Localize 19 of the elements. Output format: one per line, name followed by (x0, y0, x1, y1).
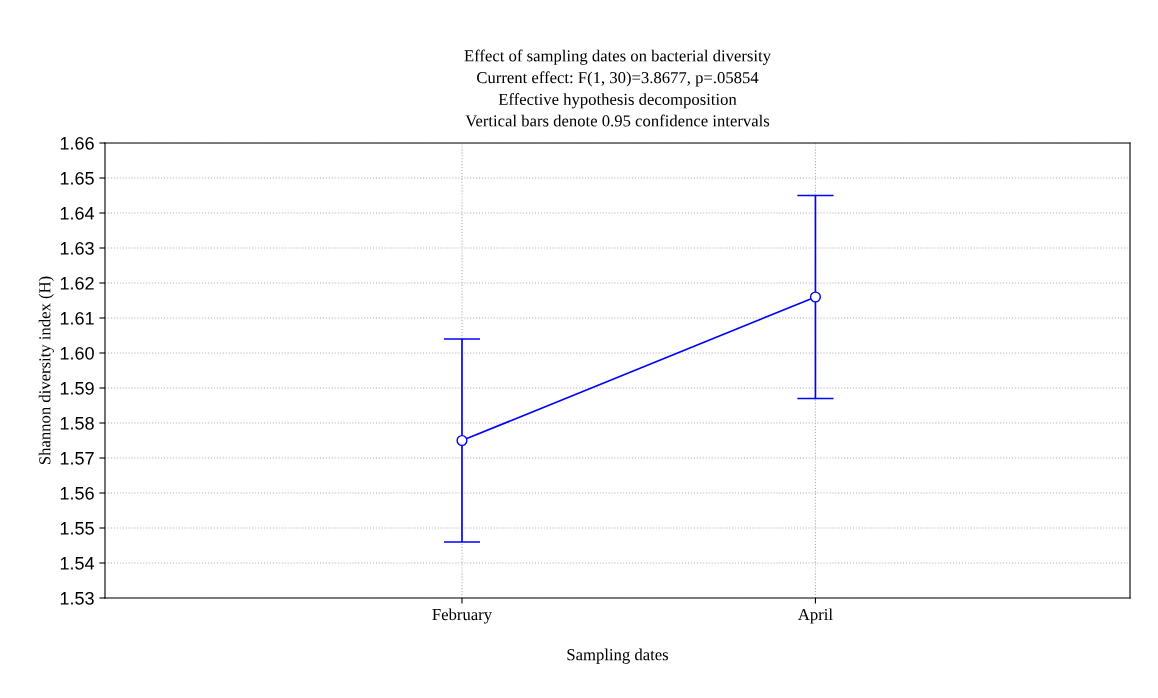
y-tick-label: 1.53 (60, 591, 94, 605)
chart-title: Effect of sampling dates on bacterial diversity Current effect: F(1, 30)=3.8677, p=.05854 Effective hypothesis decomposition Vertical bars denote 0.95 confidence intervals (464, 49, 771, 127)
y-tick-label: 1.54 (60, 557, 95, 570)
y-tick-label: 1.66 (60, 136, 94, 150)
y-tick-label: 1.58 (60, 416, 94, 430)
y-tick-label: 1.64 (60, 206, 95, 220)
y-tick-label: 1.63 (60, 241, 94, 255)
y-tick-label: 1.55 (60, 522, 94, 535)
y-tick-label: 1.61 (60, 311, 94, 325)
y-tick-label: 1.59 (60, 381, 94, 395)
y-tick-label: 1.65 (60, 171, 94, 185)
y-tick-label: 1.62 (60, 276, 94, 290)
y-tick-label: 1.56 (60, 486, 94, 500)
y-axis-title: Shannon diversity index (H) (38, 276, 54, 465)
x-tick-label: April (798, 608, 833, 624)
x-tick-label: February (432, 608, 492, 624)
y-tick-label: 1.60 (60, 346, 94, 360)
y-tick-label: 1.57 (60, 452, 94, 465)
x-axis-title: Sampling dates (567, 648, 669, 664)
